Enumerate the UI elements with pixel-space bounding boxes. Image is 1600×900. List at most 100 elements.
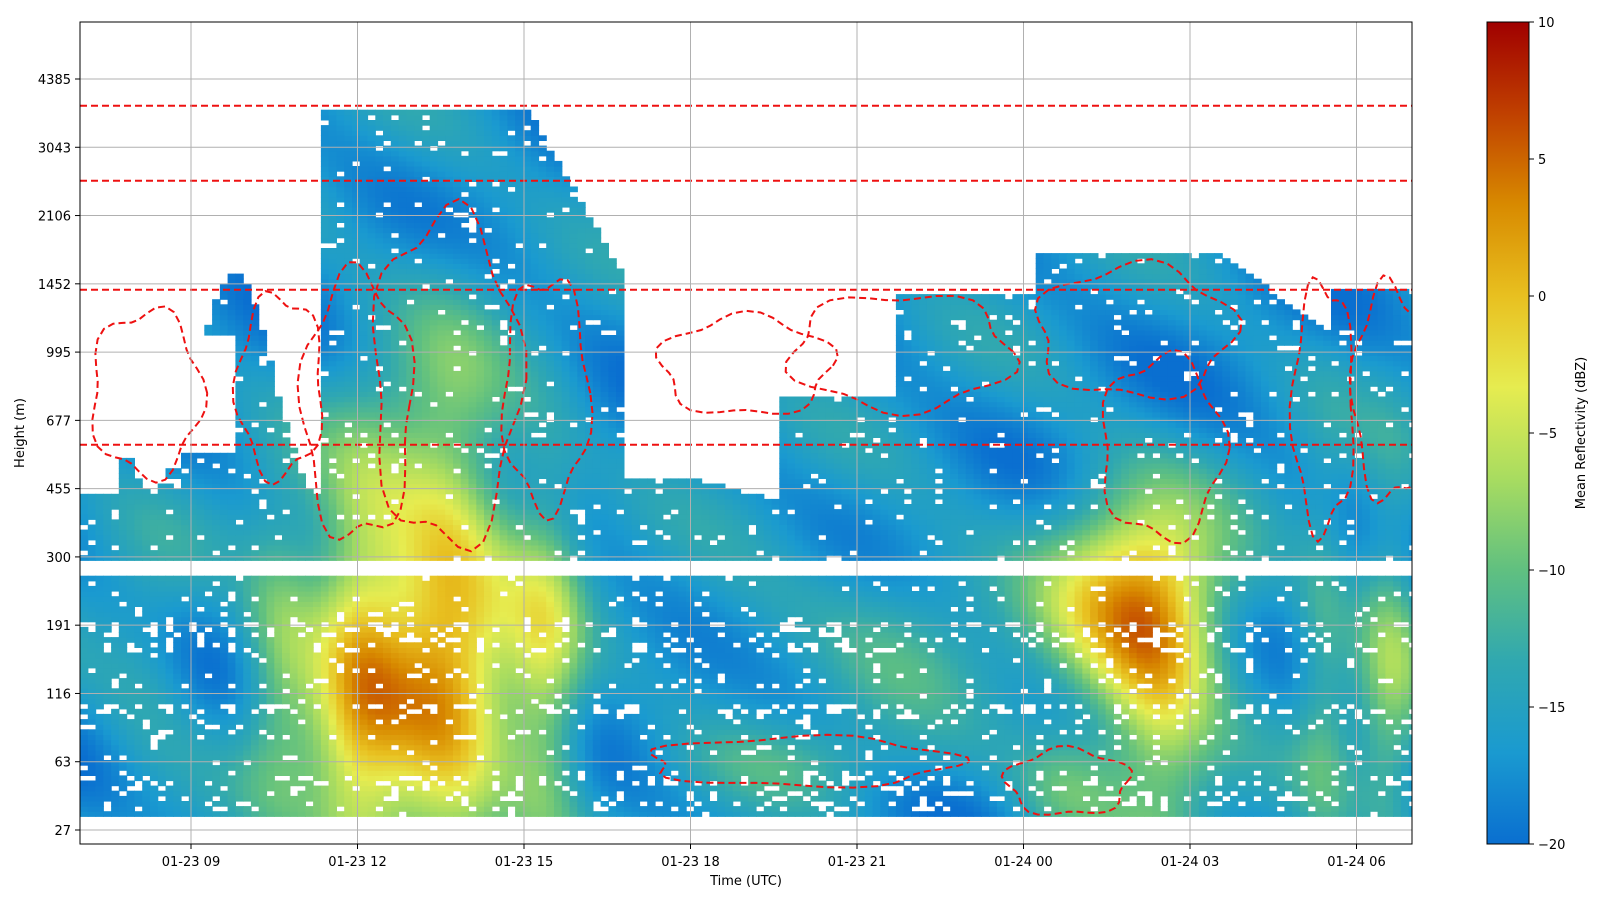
heatmap-cell (87, 606, 97, 613)
heatmap-cell (250, 396, 260, 403)
heatmap-cell (87, 780, 97, 787)
heatmap-cell (437, 580, 446, 587)
heatmap-cell (274, 719, 283, 725)
heatmap-cell (328, 401, 337, 408)
heatmap-cell (320, 611, 330, 618)
heatmap-cell (460, 509, 470, 515)
heatmap-cell (320, 155, 330, 162)
heatmap-cell (258, 452, 268, 459)
heatmap-cell (429, 550, 439, 556)
heatmap-cell (219, 729, 229, 735)
heatmap-cell (149, 591, 159, 597)
heatmap-cell (437, 585, 446, 592)
heatmap-cell (445, 452, 454, 459)
heatmap-cell (421, 130, 431, 136)
heatmap-cell (118, 688, 128, 694)
heatmap-cell (375, 125, 384, 131)
heatmap-cell (243, 478, 252, 485)
heatmap-cell (390, 662, 400, 669)
heatmap-cell (235, 621, 244, 628)
heatmap-cell (134, 524, 143, 531)
heatmap-cell (181, 775, 190, 782)
heatmap-cell (297, 524, 306, 531)
heatmap-cell (499, 314, 508, 321)
heatmap-cell (359, 683, 369, 689)
heatmap-cell (414, 406, 423, 413)
heatmap-cell (336, 539, 345, 546)
heatmap-cell (219, 519, 229, 526)
heatmap-cell (468, 642, 477, 648)
heatmap-cell (181, 744, 190, 751)
heatmap-cell (266, 463, 275, 469)
heatmap-cell (406, 703, 415, 710)
heatmap-cell (95, 698, 104, 705)
heatmap-cell (87, 811, 97, 817)
heatmap-cell (367, 555, 376, 561)
heatmap-cell (499, 160, 508, 167)
heatmap-cell (188, 545, 198, 551)
heatmap-cell (453, 155, 462, 162)
heatmap-cell (165, 575, 174, 582)
heatmap-cell (250, 432, 260, 438)
heatmap-cell (212, 657, 221, 664)
heatmap-cell (367, 304, 376, 310)
heatmap-cell (484, 416, 493, 423)
heatmap-cell (80, 647, 89, 654)
heatmap-cell (437, 463, 446, 469)
heatmap-cell (243, 724, 252, 730)
heatmap-cell (491, 222, 501, 229)
heatmap-cell (258, 370, 268, 377)
heatmap-cell (460, 237, 470, 244)
heatmap-cell (390, 483, 400, 490)
heatmap-cell (212, 739, 221, 746)
heatmap-cell (149, 760, 159, 766)
heatmap-cell (328, 360, 337, 367)
heatmap-cell (266, 468, 275, 474)
heatmap-cell (375, 667, 384, 674)
heatmap-cell (336, 754, 345, 761)
heatmap-cell (383, 657, 392, 664)
heatmap-cell (414, 488, 423, 495)
heatmap-cell (297, 749, 306, 756)
heatmap-cell (383, 790, 392, 797)
heatmap-cell (219, 801, 229, 807)
heatmap-cell (157, 775, 167, 782)
heatmap-cell (359, 181, 369, 188)
heatmap-cell (320, 176, 330, 182)
heatmap-cell (142, 688, 151, 694)
heatmap-cell (204, 811, 213, 817)
heatmap-cell (476, 698, 485, 705)
heatmap-cell (282, 662, 291, 669)
heatmap-cell (336, 724, 345, 730)
heatmap-cell (484, 391, 493, 397)
heatmap-cell (421, 626, 431, 633)
heatmap-cell (118, 539, 128, 546)
heatmap-cell (305, 765, 314, 771)
heatmap-cell (188, 719, 198, 725)
heatmap-cell (383, 427, 392, 433)
heatmap-cell (390, 708, 400, 715)
heatmap-cell (468, 498, 477, 505)
heatmap-cell (437, 155, 446, 162)
heatmap-cell (484, 621, 493, 628)
heatmap-cell (328, 120, 337, 126)
heatmap-cell (328, 811, 337, 817)
heatmap-cell (219, 504, 229, 510)
heatmap-cell (383, 232, 392, 239)
heatmap-cell (398, 504, 407, 510)
heatmap-cell (173, 724, 182, 730)
heatmap-cell (235, 642, 244, 648)
heatmap-cell (421, 662, 431, 669)
heatmap-cell (453, 350, 462, 357)
heatmap-cell (499, 621, 508, 628)
heatmap-cell (188, 698, 198, 705)
heatmap-cell (344, 478, 353, 485)
heatmap-cell (429, 545, 439, 551)
heatmap-cell (445, 760, 454, 766)
heatmap-cell (344, 140, 353, 147)
heatmap-cell (149, 601, 159, 607)
heatmap-cell (320, 801, 330, 807)
heatmap-cell (320, 432, 330, 438)
heatmap-cell (243, 427, 252, 433)
heatmap-cell (359, 314, 369, 321)
